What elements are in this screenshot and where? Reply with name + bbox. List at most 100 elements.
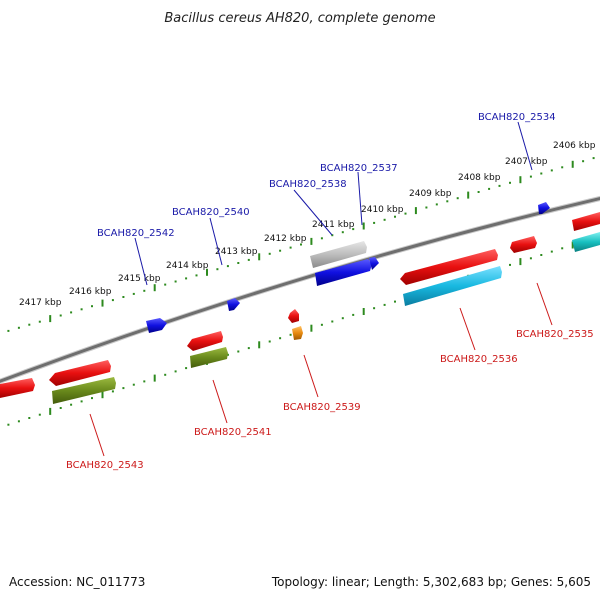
scale-label: 2414 kbp <box>166 261 209 271</box>
major-tick <box>101 299 104 307</box>
gene-arrow[interactable] <box>49 360 111 386</box>
gene-label[interactable]: BCAH820_2535 <box>516 329 594 340</box>
major-tick <box>362 222 365 230</box>
minor-tick <box>122 387 125 390</box>
minor-tick <box>331 234 334 237</box>
reverse-genes <box>0 212 600 404</box>
gene-label[interactable]: BCAH820_2538 <box>269 179 347 190</box>
minor-tick <box>477 191 480 193</box>
gene-label[interactable]: BCAH820_2540 <box>172 207 250 218</box>
minor-tick <box>456 197 459 200</box>
minor-tick <box>509 181 511 184</box>
minor-tick <box>91 397 93 400</box>
minor-tick <box>540 172 543 175</box>
gene-arrow[interactable] <box>292 326 303 340</box>
gene-arrow[interactable] <box>227 298 240 311</box>
minor-tick <box>341 317 344 320</box>
bottom-gene-labels: BCAH820_2535 BCAH820_2536 BCAH820_2539 B… <box>66 329 594 471</box>
scale-label: 2412 kbp <box>264 234 307 244</box>
minor-tick <box>352 313 355 316</box>
minor-tick <box>226 265 229 268</box>
minor-tick <box>341 231 344 234</box>
minor-tick <box>143 289 146 292</box>
minor-tick <box>17 326 20 329</box>
minor-tick <box>509 263 511 266</box>
major-tick <box>258 341 261 349</box>
gene-arrow[interactable] <box>310 241 367 268</box>
gene-arrow[interactable] <box>52 377 116 404</box>
scale-label: 2410 kbp <box>361 205 404 215</box>
minor-tick <box>352 228 355 231</box>
minor-tick <box>268 340 271 343</box>
gene-label[interactable]: BCAH820_2542 <box>97 228 175 239</box>
minor-tick <box>550 169 553 172</box>
gene-label[interactable]: BCAH820_2537 <box>320 163 398 174</box>
gene-arrow[interactable] <box>0 378 35 398</box>
major-tick <box>519 258 522 266</box>
minor-tick <box>373 307 376 310</box>
minor-tick <box>331 320 334 323</box>
scale-label: 2413 kbp <box>215 247 258 257</box>
minor-tick <box>446 200 449 203</box>
gene-arrow[interactable] <box>288 309 299 323</box>
minor-tick <box>185 277 188 280</box>
minor-tick <box>279 249 282 252</box>
scale-label: 2411 kbp <box>312 220 355 230</box>
gene-arrow[interactable] <box>146 318 167 333</box>
major-tick <box>467 191 470 199</box>
minor-tick <box>226 353 229 356</box>
minor-tick <box>164 373 167 376</box>
gene-arrow[interactable] <box>315 259 372 286</box>
major-tick <box>49 407 52 415</box>
minor-tick <box>195 274 198 277</box>
scale-label: 2409 kbp <box>409 189 452 199</box>
minor-tick <box>529 257 532 260</box>
scale-label: 2417 kbp <box>19 298 62 308</box>
minor-tick <box>404 212 407 215</box>
minor-tick <box>394 215 396 218</box>
scale-labels: 2406 kbp 2407 kbp 2408 kbp 2409 kbp 2410… <box>19 141 596 308</box>
major-tick <box>571 160 574 168</box>
minor-tick <box>529 175 532 178</box>
minor-tick <box>143 380 146 383</box>
scale-label: 2407 kbp <box>505 157 548 167</box>
gene-arrow[interactable] <box>572 232 600 252</box>
minor-tick <box>59 314 62 317</box>
minor-tick <box>488 187 491 190</box>
gene-arrow[interactable] <box>403 266 502 306</box>
top-gene-labels: BCAH820_2534 BCAH820_2537 BCAH820_2538 B… <box>97 112 556 239</box>
major-tick <box>414 207 417 215</box>
gene-arrow[interactable] <box>187 331 223 351</box>
gene-label[interactable]: BCAH820_2543 <box>66 460 144 471</box>
minor-tick <box>550 250 553 253</box>
minor-tick <box>383 303 386 306</box>
scale-label: 2416 kbp <box>69 287 112 297</box>
gene-label[interactable]: BCAH820_2534 <box>478 112 556 123</box>
minor-tick <box>132 383 135 386</box>
gene-arrow[interactable] <box>369 257 379 270</box>
minor-tick <box>38 413 41 416</box>
gene-arrow[interactable] <box>572 212 600 231</box>
minor-tick <box>300 243 302 246</box>
major-tick <box>153 374 156 382</box>
gene-label[interactable]: BCAH820_2541 <box>194 427 272 438</box>
minor-tick <box>28 417 31 419</box>
gene-arrow[interactable] <box>400 249 498 285</box>
map-title: Bacillus cereus AH820, complete genome <box>164 11 435 26</box>
gene-arrow[interactable] <box>190 347 228 368</box>
major-tick <box>258 253 261 261</box>
minor-tick <box>70 311 73 314</box>
minor-tick <box>174 370 177 373</box>
gene-label[interactable]: BCAH820_2536 <box>440 354 518 365</box>
minor-tick <box>111 299 114 302</box>
accession-text: Accession: NC_011773 <box>9 575 145 589</box>
gene-arrow[interactable] <box>538 202 550 214</box>
minor-tick <box>289 246 292 249</box>
major-tick <box>571 241 574 249</box>
minor-tick <box>185 367 188 370</box>
minor-tick <box>38 320 41 323</box>
gene-label[interactable]: BCAH820_2539 <box>283 402 361 413</box>
top-scale-track <box>7 157 595 332</box>
gene-arrow[interactable] <box>510 236 537 253</box>
